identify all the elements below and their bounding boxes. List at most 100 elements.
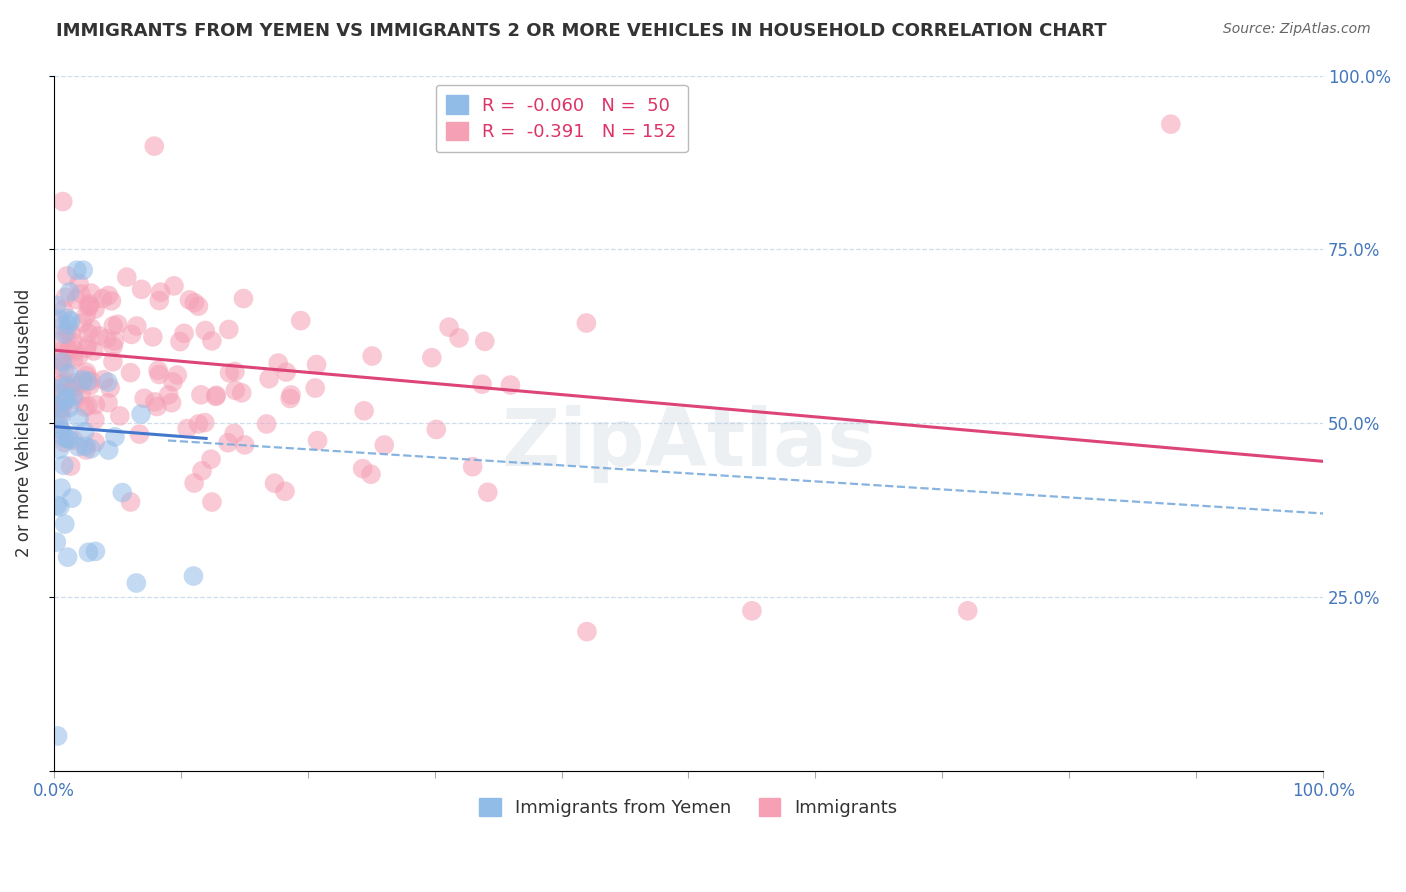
Point — [420, 351, 443, 365]
Point — [232, 292, 254, 306]
Point — [52, 376, 75, 390]
Point — [77, 299, 100, 313]
Point — [49, 422, 72, 436]
Point — [142, 330, 165, 344]
Point — [149, 285, 172, 300]
Point — [575, 624, 598, 639]
Point — [224, 364, 246, 378]
Point — [77, 326, 100, 341]
Point — [169, 334, 191, 349]
Point — [160, 395, 183, 409]
Point — [72, 375, 94, 389]
Point — [257, 372, 280, 386]
Point — [143, 395, 166, 409]
Point — [143, 139, 166, 153]
Point — [49, 402, 72, 417]
Point — [176, 421, 198, 435]
Point — [53, 517, 76, 532]
Point — [361, 349, 384, 363]
Point — [62, 381, 84, 395]
Y-axis label: 2 or more Vehicles in Household: 2 or more Vehicles in Household — [15, 289, 32, 558]
Point — [278, 392, 301, 406]
Point — [148, 293, 170, 308]
Point — [83, 344, 105, 359]
Point — [477, 485, 499, 500]
Point — [53, 394, 76, 409]
Point — [59, 459, 82, 474]
Point — [63, 392, 86, 407]
Point — [80, 442, 103, 456]
Point — [80, 374, 103, 388]
Point — [58, 433, 80, 447]
Point — [128, 427, 150, 442]
Point — [45, 382, 67, 396]
Point — [97, 375, 120, 389]
Point — [373, 438, 395, 452]
Point — [120, 495, 142, 509]
Point — [157, 388, 180, 402]
Point — [280, 388, 302, 402]
Point — [67, 350, 90, 364]
Point — [79, 297, 101, 311]
Point — [353, 404, 375, 418]
Point — [146, 400, 169, 414]
Point — [52, 385, 75, 400]
Point — [51, 402, 73, 417]
Point — [45, 400, 67, 414]
Point — [449, 331, 471, 345]
Point — [218, 366, 240, 380]
Point — [190, 388, 212, 402]
Point — [59, 401, 82, 415]
Point — [741, 604, 763, 618]
Point — [69, 286, 91, 301]
Point — [101, 355, 124, 369]
Point — [360, 467, 382, 482]
Point — [499, 378, 522, 392]
Point — [55, 379, 77, 393]
Point — [56, 326, 79, 341]
Point — [84, 544, 107, 558]
Point — [75, 442, 97, 457]
Point — [93, 373, 115, 387]
Point — [49, 377, 72, 392]
Point — [173, 326, 195, 341]
Point — [83, 413, 105, 427]
Point — [75, 365, 97, 379]
Point — [233, 438, 256, 452]
Point — [575, 316, 598, 330]
Point — [63, 343, 86, 358]
Point — [200, 452, 222, 467]
Point — [62, 389, 84, 403]
Point — [98, 381, 121, 395]
Point — [60, 326, 83, 341]
Point — [80, 321, 103, 335]
Point — [163, 278, 186, 293]
Point — [179, 293, 201, 307]
Point — [87, 328, 110, 343]
Point — [77, 399, 100, 413]
Legend: Immigrants from Yemen, Immigrants: Immigrants from Yemen, Immigrants — [472, 790, 905, 824]
Point — [48, 442, 70, 457]
Point — [52, 458, 75, 473]
Point — [231, 385, 253, 400]
Point — [166, 368, 188, 382]
Point — [148, 368, 170, 382]
Point — [187, 417, 209, 431]
Point — [108, 409, 131, 423]
Point — [49, 407, 72, 421]
Text: Source: ZipAtlas.com: Source: ZipAtlas.com — [1223, 22, 1371, 37]
Point — [56, 391, 79, 405]
Point — [49, 360, 72, 375]
Point — [46, 729, 69, 743]
Point — [471, 377, 494, 392]
Point — [205, 388, 228, 402]
Point — [67, 411, 90, 425]
Point — [49, 353, 72, 368]
Point — [101, 339, 124, 353]
Point — [51, 355, 73, 369]
Point — [97, 395, 120, 409]
Point — [104, 430, 127, 444]
Point — [183, 295, 205, 310]
Point — [67, 277, 90, 291]
Point — [56, 431, 79, 445]
